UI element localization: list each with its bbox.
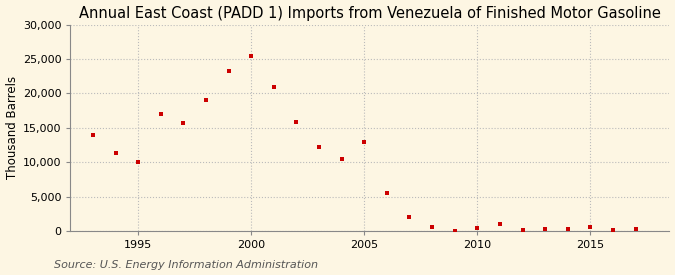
Point (517, 228, 528, 232)
Point (314, 145, 325, 149)
Point (110, 151, 121, 156)
Point (540, 227, 551, 231)
Point (178, 121, 189, 125)
Point (608, 228, 618, 232)
Point (495, 221, 506, 226)
Point (155, 112, 166, 116)
Point (427, 225, 437, 229)
Text: Source: U.S. Energy Information Administration: Source: U.S. Energy Information Administ… (54, 260, 318, 270)
Point (472, 226, 483, 231)
Point (246, 53, 256, 58)
Point (381, 190, 392, 195)
Point (450, 229, 460, 233)
Point (359, 139, 370, 144)
Point (562, 227, 573, 231)
Point (291, 120, 302, 125)
Point (223, 68, 234, 73)
Point (404, 215, 415, 220)
Point (88, 133, 99, 137)
Title: Annual East Coast (PADD 1) Imports from Venezuela of Finished Motor Gasoline: Annual East Coast (PADD 1) Imports from … (79, 6, 661, 21)
Point (133, 160, 144, 164)
Point (336, 157, 347, 161)
Point (630, 227, 641, 231)
Point (200, 98, 211, 103)
Y-axis label: Thousand Barrels: Thousand Barrels (5, 76, 18, 179)
Point (269, 84, 279, 89)
Point (585, 225, 596, 229)
